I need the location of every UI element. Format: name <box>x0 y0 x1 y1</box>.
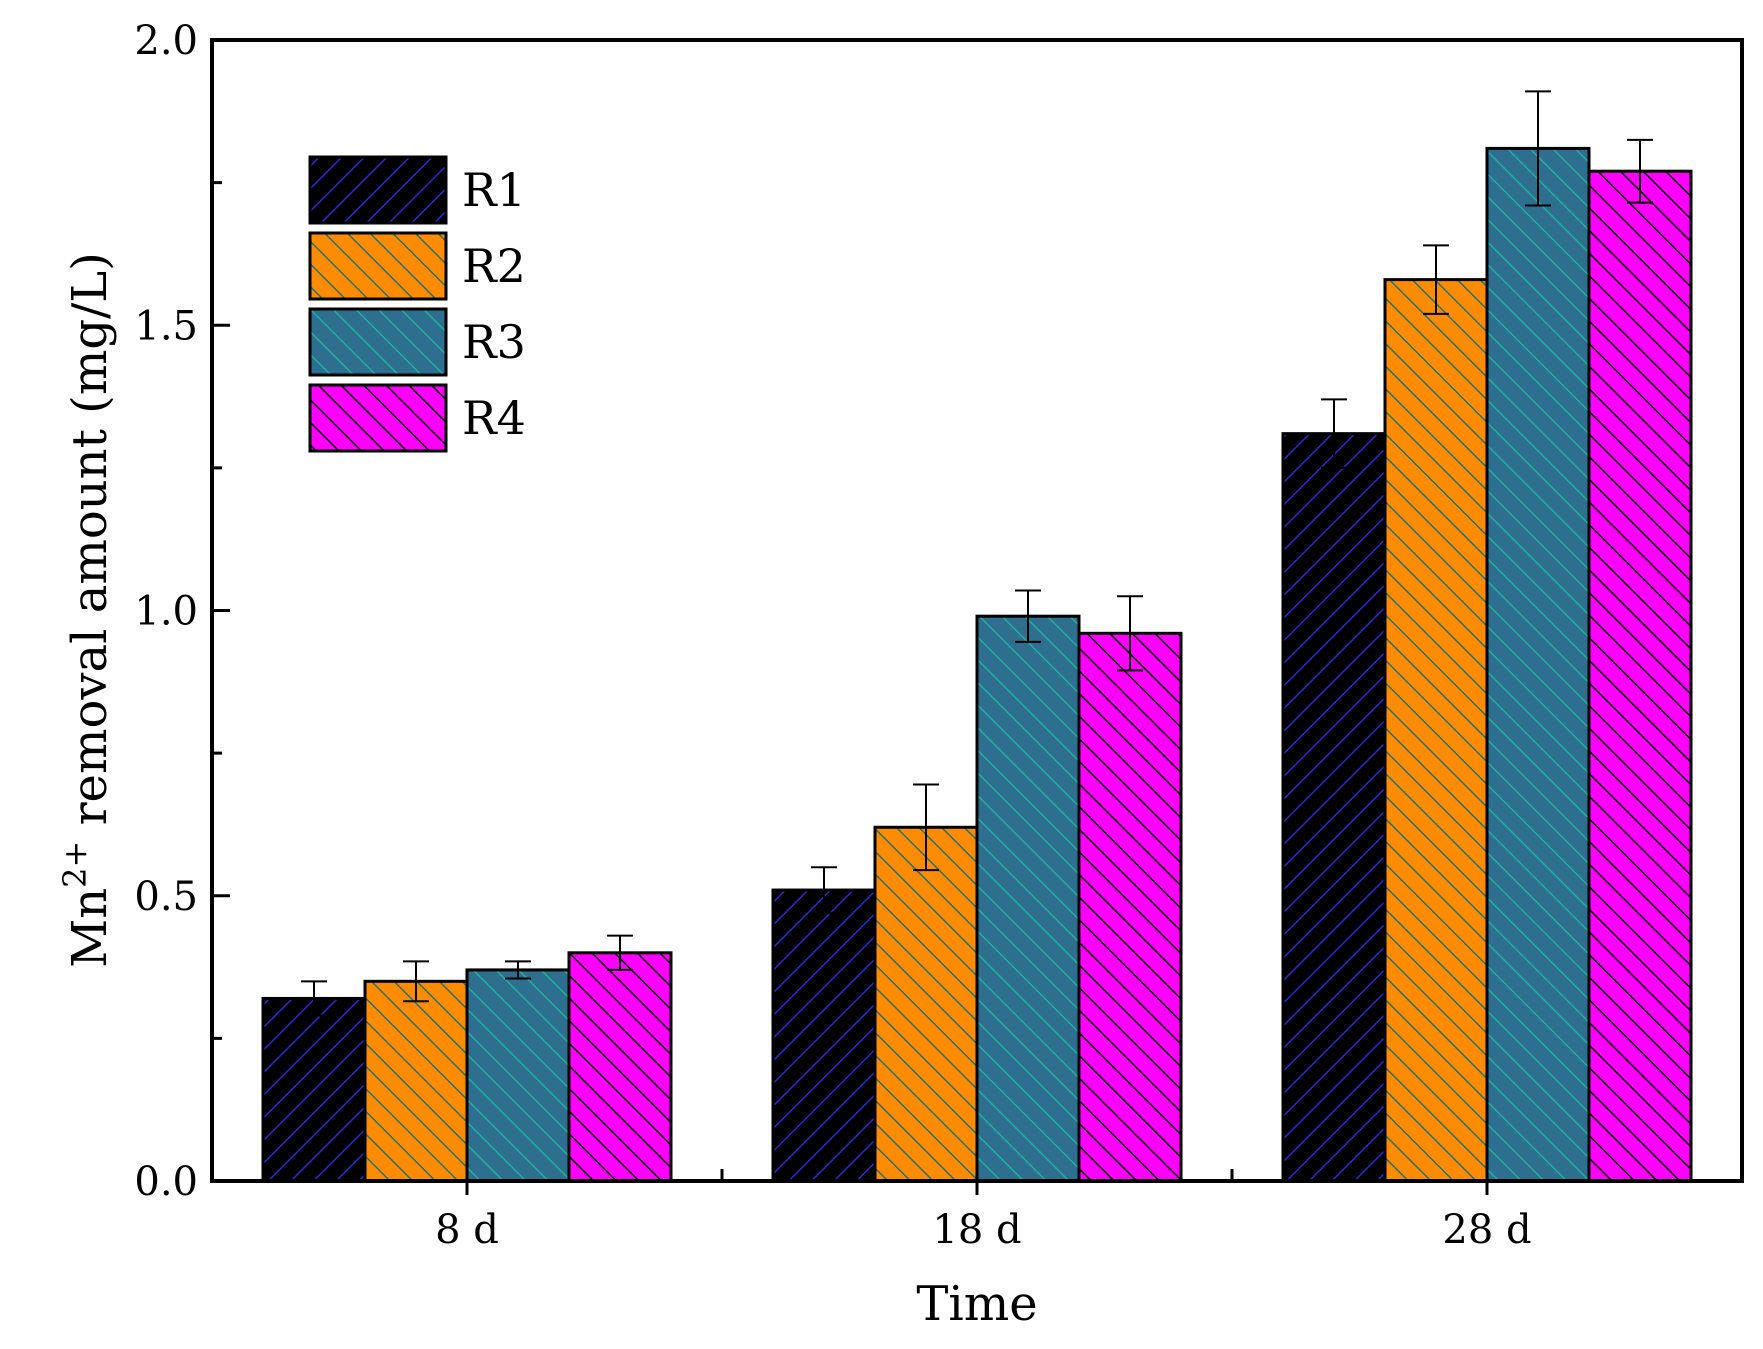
x-tick-label: 18 d <box>932 1207 1021 1253</box>
bar-r3-28d <box>1485 146 1591 1183</box>
y-tick-label: 2.0 <box>134 18 198 64</box>
error-bar-r3-8d <box>505 960 531 980</box>
error-bar-r4-28d <box>1627 138 1653 204</box>
error-bar-r2-28d <box>1423 244 1449 315</box>
bar-r2-18d <box>873 825 979 1183</box>
legend-swatch <box>308 383 448 453</box>
error-bar-r1-18d <box>811 866 837 914</box>
legend-label: R2 <box>462 239 526 293</box>
bar-r4-28d <box>1587 169 1693 1183</box>
legend-swatch <box>308 307 448 377</box>
bars-layer <box>261 146 1693 1183</box>
error-bars-layer <box>301 90 1653 1017</box>
legend-item-r4: R4 <box>308 383 526 453</box>
legend-swatch <box>308 155 448 225</box>
error-bar-r1-8d <box>301 980 327 1017</box>
legend-label: R4 <box>462 391 526 445</box>
y-axis-title-superscript: 2+ <box>56 841 94 888</box>
tick-labels-layer: 0.0 0.5 1.0 1.5 2.0 8 d 18 d 28 d <box>134 18 1531 1253</box>
error-bar-r3-28d <box>1525 90 1551 207</box>
x-tick-label: 28 d <box>1442 1207 1531 1253</box>
bar-r4-18d <box>1077 631 1183 1183</box>
y-axis-title-suffix: removal amount (mg/L) <box>62 252 118 841</box>
y-tick-label: 0.0 <box>134 1159 198 1205</box>
legend-label: R3 <box>462 315 526 369</box>
x-axis-title: Time <box>916 1276 1037 1332</box>
bar-r1-8d <box>261 996 367 1183</box>
y-axis-title: Mn2+ removal amount (mg/L) <box>56 252 118 968</box>
x-tick-label: 8 d <box>435 1207 499 1253</box>
legend-label: R1 <box>462 163 526 217</box>
y-tick-label: 0.5 <box>134 874 198 920</box>
bar-r3-8d <box>465 968 571 1183</box>
axis-ticks-layer <box>212 38 1489 1195</box>
error-bar-r2-8d <box>403 960 429 1003</box>
legend-item-r2: R2 <box>308 231 526 301</box>
y-tick-label: 1.5 <box>134 303 198 349</box>
error-bar-r4-18d <box>1117 595 1143 672</box>
legend-item-r1: R1 <box>308 155 526 225</box>
legend-item-r3: R3 <box>308 307 526 377</box>
y-axis-title-prefix: Mn <box>62 888 118 968</box>
error-bar-r1-28d <box>1321 398 1347 469</box>
error-bar-r4-8d <box>607 934 633 971</box>
bar-r1-18d <box>771 888 877 1183</box>
bar-r2-8d <box>363 979 469 1183</box>
legend-swatch <box>308 231 448 301</box>
legend: R1 R2 R3 R4 <box>308 155 526 453</box>
error-bar-r3-18d <box>1015 589 1041 643</box>
y-tick-label: 1.0 <box>134 589 198 635</box>
bar-r3-18d <box>975 614 1081 1183</box>
bar-r2-28d <box>1383 278 1489 1183</box>
bar-r1-28d <box>1281 432 1387 1183</box>
error-bar-r2-18d <box>913 783 939 872</box>
bar-r4-8d <box>567 951 673 1183</box>
